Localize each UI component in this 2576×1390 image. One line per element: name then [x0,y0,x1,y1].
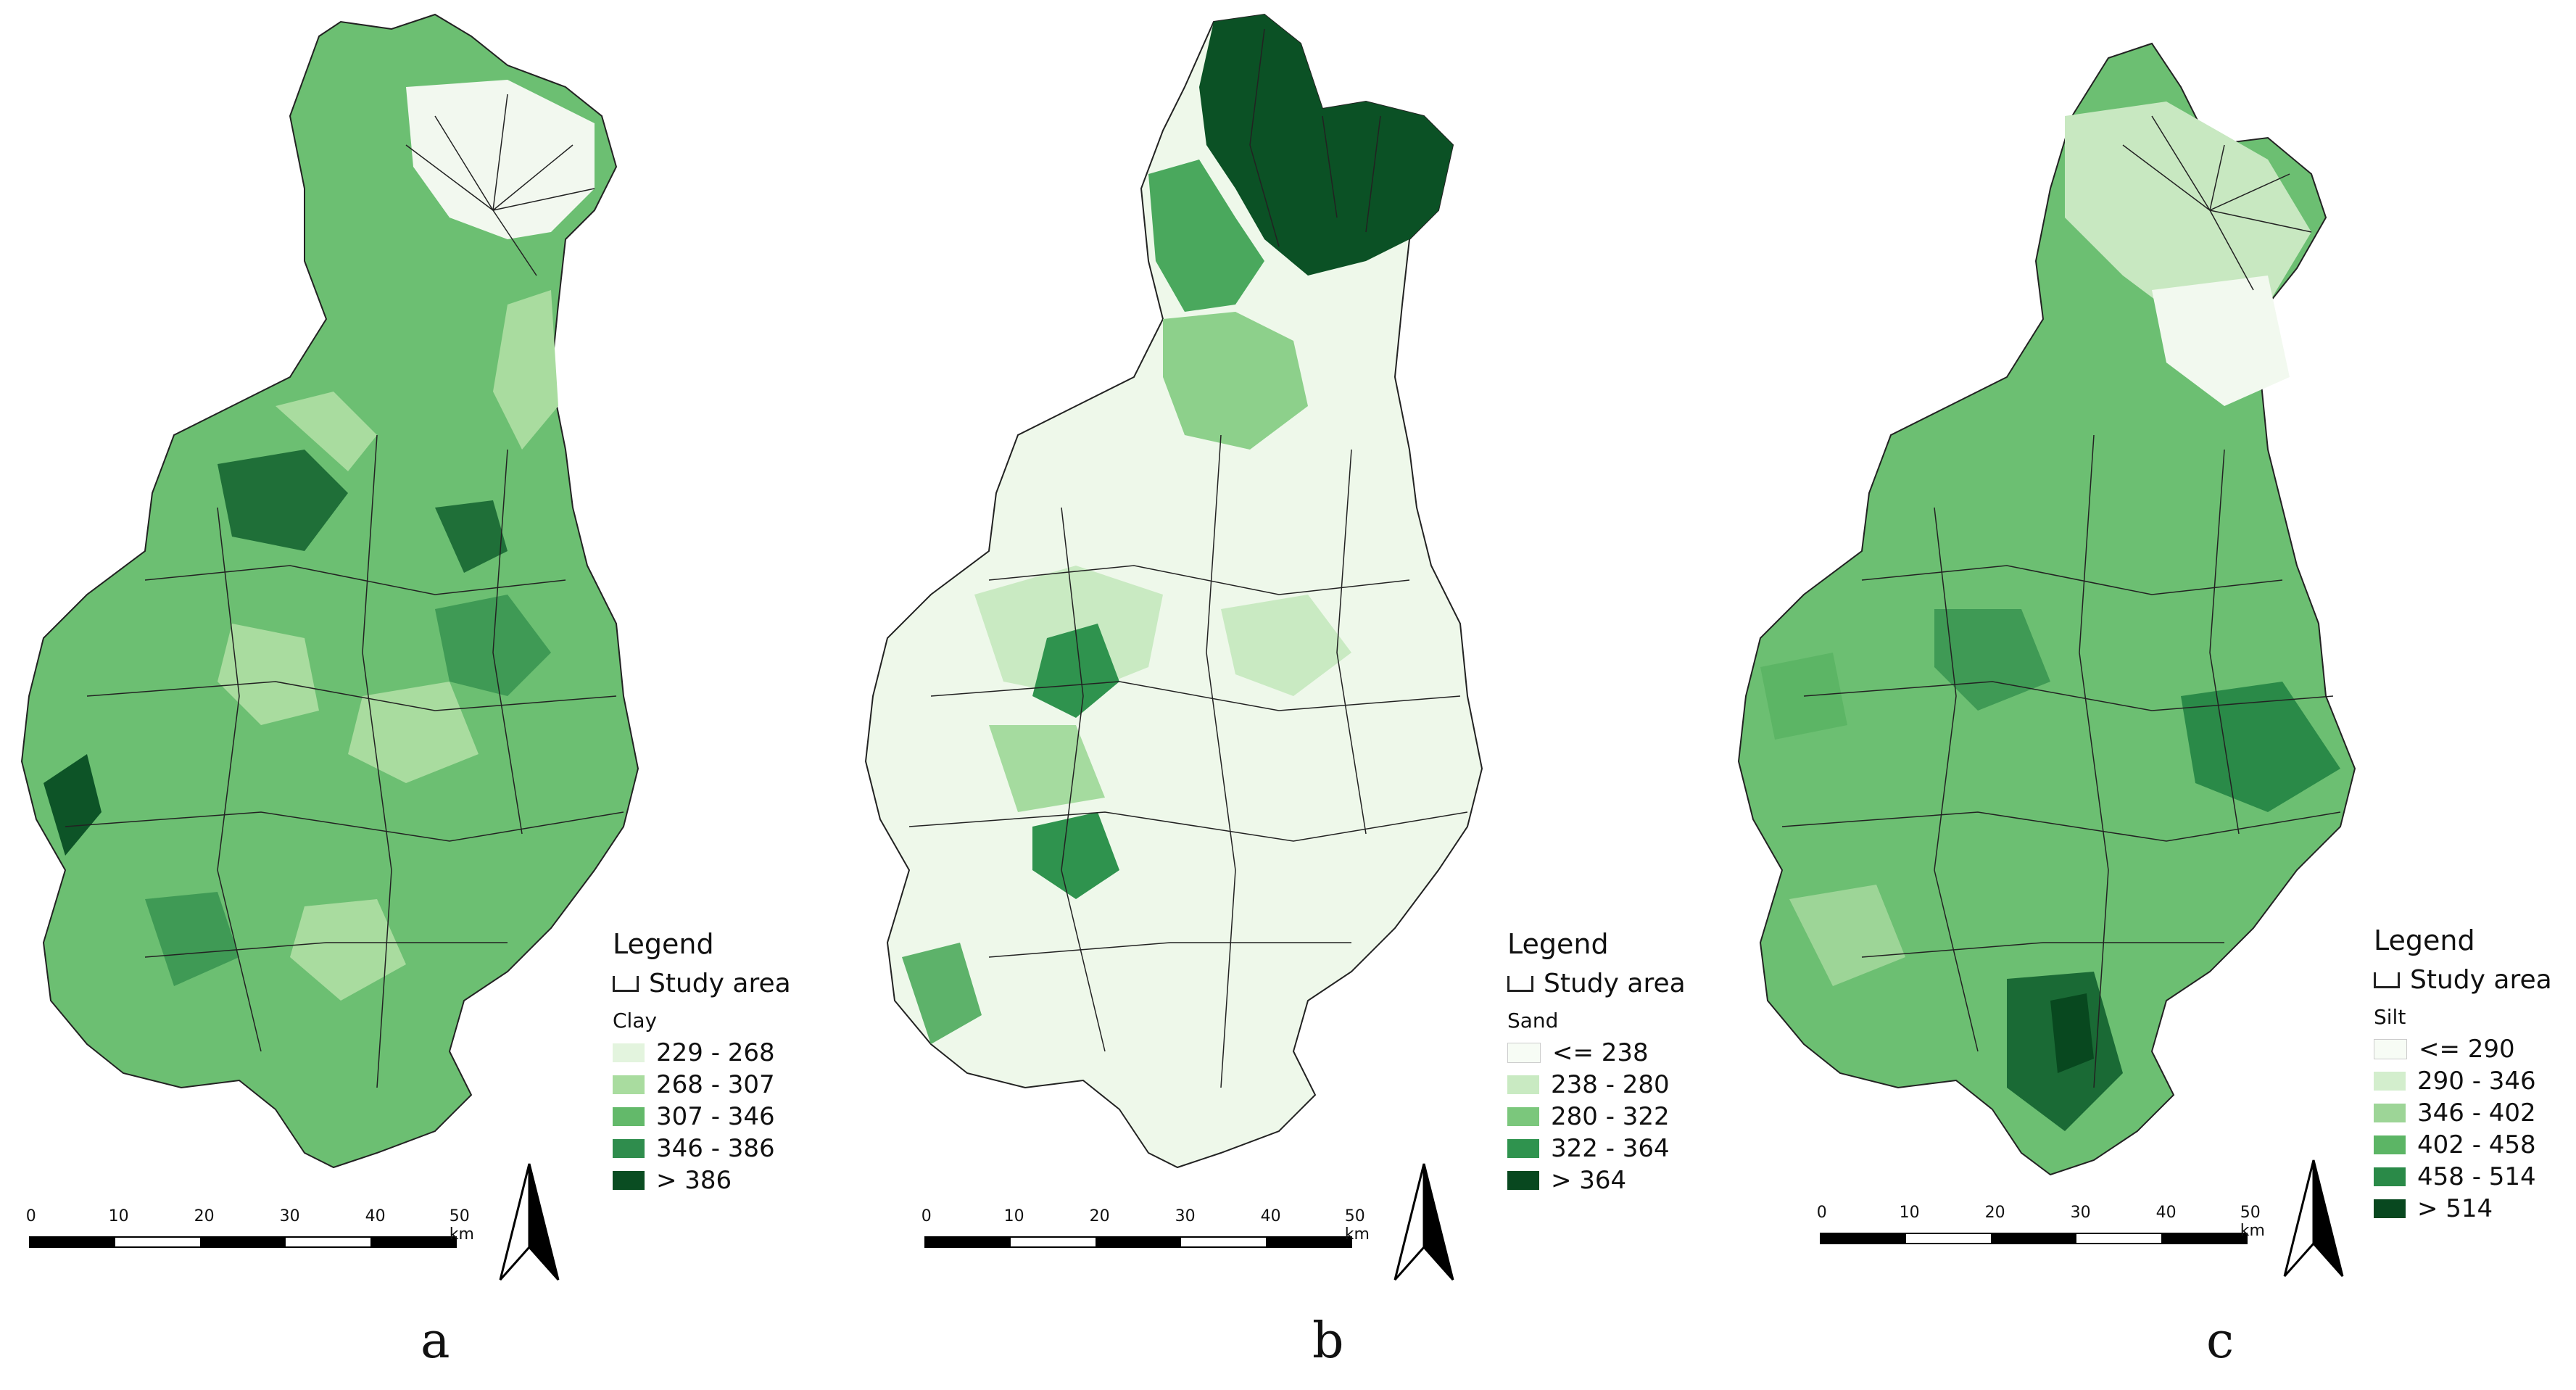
legend-class: > 364 [1507,1164,1686,1196]
scale-label: 0 [1816,1204,1827,1222]
scale-label: 30 [2070,1204,2091,1222]
scale-label: 40 [365,1207,386,1225]
legend-class: 402 - 458 [2374,1129,2552,1161]
legend-class: 268 - 307 [613,1069,791,1101]
study-area-label: Study area [2410,965,2552,995]
legend-class: 290 - 346 [2374,1065,2552,1097]
north-arrow-icon [499,1163,560,1281]
class-label: 346 - 402 [2417,1099,2536,1128]
sand-map [864,13,1483,1169]
legend-variable: Silt [2374,1005,2406,1029]
class-label: 322 - 364 [1551,1134,1670,1163]
class-swatch [2374,1167,2406,1186]
legend-class: <= 238 [1507,1037,1686,1069]
legend-title: Legend [613,928,714,960]
scale-label: 50 km [1344,1207,1370,1244]
study-area-swatch [2374,972,2400,988]
class-label: 268 - 307 [656,1070,775,1099]
class-label: 280 - 322 [1551,1102,1670,1131]
legend-variable: Sand [1507,1009,1559,1033]
legend-class: 346 - 386 [613,1133,791,1164]
panel-letter: c [2206,1312,2235,1370]
class-label: 346 - 386 [656,1134,775,1163]
legend-class: 229 - 268 [613,1037,791,1069]
class-label: > 386 [656,1166,732,1195]
panel-letter: a [421,1312,450,1370]
scale-label: 40 [1260,1207,1281,1225]
class-swatch [613,1107,645,1126]
legend-title: Legend [1507,928,1609,960]
silt-legend: Legend Study area Silt <= 290 290 - 346 … [2374,924,2552,1225]
legend-study-area: Study area [1507,969,1686,998]
class-label: 229 - 268 [656,1038,775,1067]
scale-bar: 0 10 20 30 40 50 km [25,1207,474,1248]
study-area-swatch [613,975,639,992]
silt-map [1737,42,2356,1176]
scale-bar: 0 10 20 30 40 50 km [1816,1204,2265,1244]
class-swatch [2374,1199,2406,1218]
class-swatch [2374,1072,2406,1091]
scale-label: 20 [194,1207,215,1225]
legend-class: 238 - 280 [1507,1069,1686,1101]
class-label: 290 - 346 [2417,1067,2536,1096]
class-swatch [1507,1043,1541,1063]
class-swatch [1507,1139,1539,1158]
legend-class: 458 - 514 [2374,1161,2552,1193]
panel-letter: b [1312,1312,1344,1370]
scale-label: 20 [1984,1204,2005,1222]
class-swatch [1507,1171,1539,1190]
legend-study-area: Study area [2374,965,2552,995]
scale-label: 10 [108,1207,129,1225]
study-area-label: Study area [649,969,791,998]
legend-class: <= 290 [2374,1033,2552,1065]
class-swatch [613,1043,645,1062]
class-swatch [613,1171,645,1190]
scale-label: 30 [1175,1207,1196,1225]
clay-legend: Legend Study area Clay 229 - 268 268 - 3… [613,928,791,1196]
legend-class: > 386 [613,1164,791,1196]
sand-legend: Legend Study area Sand <= 238 238 - 280 … [1507,928,1686,1196]
study-area-label: Study area [1544,969,1686,998]
class-label: 307 - 346 [656,1102,775,1131]
map-panel-sand: Legend Study area Sand <= 238 238 - 280 … [858,0,1717,1390]
map-panel-clay: Legend Study area Clay 229 - 268 268 - 3… [0,0,858,1390]
legend-title: Legend [2374,924,2475,956]
class-label: <= 238 [1552,1038,1649,1067]
legend-class: > 514 [2374,1193,2552,1225]
class-label: > 364 [1551,1166,1627,1195]
legend-class: 346 - 402 [2374,1097,2552,1129]
scale-bar: 0 10 20 30 40 50 km [921,1207,1370,1248]
class-swatch [1507,1107,1539,1126]
class-label: 402 - 458 [2417,1130,2536,1159]
class-swatch [613,1139,645,1158]
scale-label: 30 [279,1207,300,1225]
class-label: 238 - 280 [1551,1070,1670,1099]
class-label: > 514 [2417,1194,2493,1223]
map-panel-silt: Legend Study area Silt <= 290 290 - 346 … [1717,0,2575,1390]
class-label: 458 - 514 [2417,1162,2536,1191]
study-area-swatch [1507,975,1533,992]
legend-variable: Clay [613,1009,658,1033]
scale-label: 20 [1089,1207,1110,1225]
class-label: <= 290 [2419,1035,2515,1064]
legend-study-area: Study area [613,969,791,998]
class-swatch [2374,1135,2406,1154]
scale-label: 10 [1899,1204,1920,1222]
class-swatch [613,1075,645,1094]
clay-map [20,13,639,1169]
north-arrow-icon [1393,1163,1454,1281]
legend-class: 322 - 364 [1507,1133,1686,1164]
class-swatch [1507,1075,1539,1094]
class-swatch [2374,1104,2406,1122]
legend-class: 307 - 346 [613,1101,791,1133]
north-arrow-icon [2283,1159,2344,1277]
legend-class: 280 - 322 [1507,1101,1686,1133]
scale-label: 0 [921,1207,932,1225]
class-swatch [2374,1039,2407,1059]
scale-label: 0 [25,1207,36,1225]
scale-label: 40 [2155,1204,2177,1222]
scale-label: 50 km [449,1207,474,1244]
scale-label: 50 km [2240,1204,2265,1240]
scale-label: 10 [1003,1207,1024,1225]
